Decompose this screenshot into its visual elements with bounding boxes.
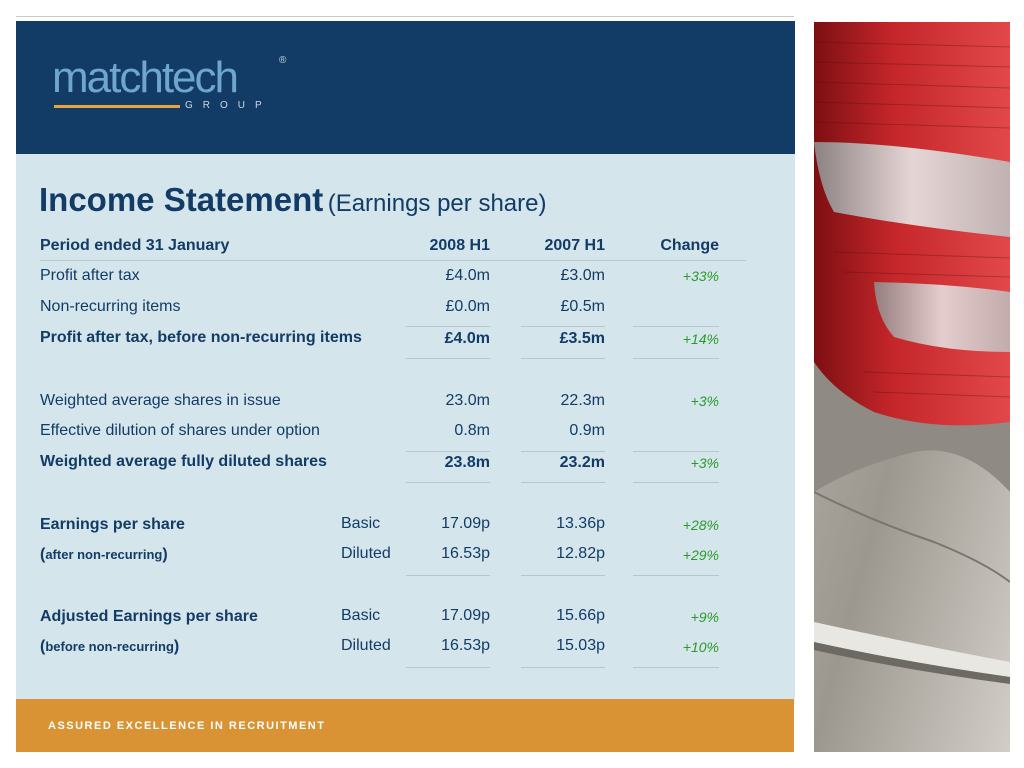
slide-title: Income Statement (Earnings per share) — [39, 180, 546, 227]
row-2007-value: £3.5m — [559, 330, 605, 347]
title-subtitle: (Earnings per share) — [327, 190, 547, 217]
adj-eps-diluted-2008: 16.53p — [441, 637, 490, 654]
eps-diluted-change: +29% — [682, 547, 719, 563]
eps-diluted-2007: 12.82p — [556, 545, 605, 562]
eps-diluted-type: Diluted — [341, 545, 391, 562]
eps-note-close: ) — [162, 546, 168, 563]
logo-wordmark: matchtech — [52, 53, 239, 102]
eps-note: (after non-recurring) — [40, 545, 168, 565]
logo-group-text: GROUP — [185, 100, 272, 111]
adj-eps-basic-type: Basic — [341, 607, 381, 624]
header-rule — [40, 260, 746, 261]
car-taillight-photo — [814, 22, 1010, 752]
eps-basic-change: +28% — [682, 517, 719, 533]
row-change: +14% — [682, 331, 719, 347]
adj-eps-note-open: ( — [40, 638, 46, 655]
subtotal-rule — [521, 358, 605, 359]
adj-eps-note: (before non-recurring) — [40, 637, 179, 657]
top-rule — [16, 16, 794, 17]
row-change: +3% — [690, 455, 719, 471]
col-change-header: Change — [660, 237, 719, 254]
company-logo: matchtech ® GROUP — [52, 53, 292, 113]
registered-mark: ® — [279, 55, 287, 66]
adj-eps-rule — [633, 667, 719, 668]
eps-rule — [406, 575, 490, 576]
adj-eps-note-close: ) — [173, 638, 180, 655]
row-change: +33% — [682, 268, 719, 284]
adj-eps-label: Adjusted Earnings per share — [40, 608, 258, 625]
row-label: Effective dilution of shares under optio… — [40, 422, 320, 439]
subtotal-rule — [406, 358, 490, 359]
row-2008-value: £4.0m — [444, 330, 490, 347]
row-label: Profit after tax, before non-recurring i… — [40, 329, 362, 346]
row-label: Weighted average shares in issue — [40, 392, 281, 409]
row-2008-value: 0.8m — [454, 422, 490, 439]
row-2007-value: £0.5m — [560, 298, 605, 315]
adj-eps-rule — [406, 667, 490, 668]
period-header: Period ended 31 January — [40, 237, 230, 254]
eps-note-text: after non-recurring — [45, 547, 163, 562]
row-2008-value: 23.8m — [444, 454, 490, 471]
row-label: Weighted average fully diluted shares — [40, 453, 327, 470]
footer-tagline: ASSURED EXCELLENCE IN RECRUITMENT — [48, 720, 326, 732]
subtotal-rule — [633, 326, 719, 327]
row-2007-value: 0.9m — [569, 422, 605, 439]
row-2008-value: 23.0m — [445, 392, 490, 409]
row-2007-value: £3.0m — [560, 267, 605, 284]
eps-note-open: ( — [40, 546, 46, 563]
adj-eps-basic-change: +9% — [690, 609, 719, 625]
row-2008-value: £4.0m — [445, 267, 490, 284]
eps-basic-2007: 13.36p — [556, 515, 605, 532]
row-2007-value: 22.3m — [560, 392, 605, 409]
adj-eps-rule — [521, 667, 605, 668]
adj-eps-diluted-2007: 15.03p — [556, 637, 605, 654]
title-main: Income Statement — [39, 181, 324, 218]
car-photo-illustration — [814, 22, 1010, 752]
row-2007-value: 23.2m — [559, 454, 605, 471]
eps-label: Earnings per share — [40, 516, 185, 533]
subtotal-rule — [406, 451, 490, 452]
subtotal-rule — [633, 482, 719, 483]
eps-rule — [521, 575, 605, 576]
logo-underline — [54, 105, 180, 108]
content-panel: Income Statement (Earnings per share) Pe… — [16, 154, 795, 699]
eps-diluted-2008: 16.53p — [441, 545, 490, 562]
adj-eps-basic-2007: 15.66p — [556, 607, 605, 624]
adj-eps-diluted-change: +10% — [682, 639, 719, 655]
subtotal-rule — [521, 326, 605, 327]
col-2007-header: 2007 H1 — [544, 237, 606, 254]
eps-rule — [633, 575, 719, 576]
adj-eps-basic-2008: 17.09p — [441, 607, 490, 624]
adj-eps-note-text: before non-recurring — [45, 639, 174, 654]
subtotal-rule — [521, 482, 605, 483]
subtotal-rule — [633, 358, 719, 359]
subtotal-rule — [633, 451, 719, 452]
header-banner: matchtech ® GROUP — [16, 21, 795, 154]
subtotal-rule — [406, 326, 490, 327]
col-2008-header: 2008 H1 — [429, 237, 491, 254]
subtotal-rule — [521, 451, 605, 452]
subtotal-rule — [406, 482, 490, 483]
eps-basic-type: Basic — [341, 515, 381, 532]
row-label: Non-recurring items — [40, 298, 181, 315]
row-label: Profit after tax — [40, 267, 140, 284]
row-2008-value: £0.0m — [445, 298, 490, 315]
adj-eps-diluted-type: Diluted — [341, 637, 391, 654]
eps-basic-2008: 17.09p — [441, 515, 490, 532]
footer-banner: ASSURED EXCELLENCE IN RECRUITMENT — [16, 699, 794, 752]
row-change: +3% — [690, 393, 719, 409]
